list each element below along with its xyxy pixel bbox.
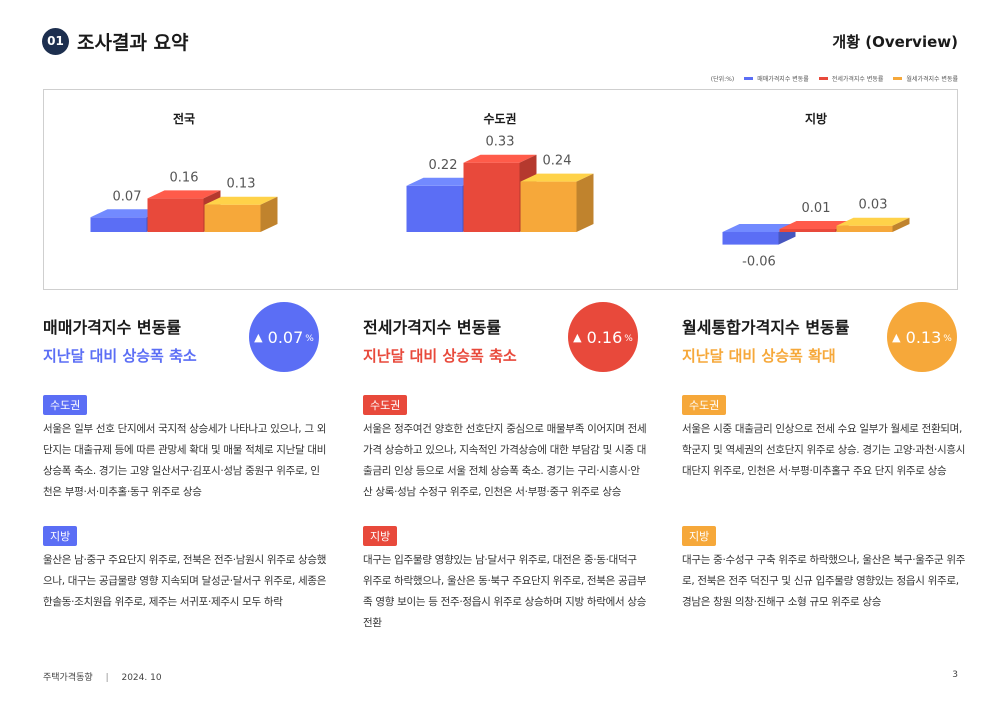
bar-top: [463, 154, 537, 163]
page-number: 3: [952, 670, 958, 680]
value-unit: %: [943, 334, 952, 344]
section-title: 조사결과 요약: [77, 32, 189, 54]
up-arrow-icon: ▲: [254, 330, 263, 344]
footer-separator: |: [105, 673, 109, 683]
block-text: 서울은 일부 선호 단지에서 국지적 상승세가 나타나고 있으나, 그 외 단지…: [43, 423, 327, 498]
footer-date: 2024. 10: [121, 673, 162, 683]
block-text: 대구는 중·수성구 구축 위주로 하락했으나, 울산은 북구·울주군 위주로, …: [682, 554, 966, 608]
chart-container: 전국 수도권 지방 0.07 0.16 0.13 0.22 0.33 0.24 -0.06 0.01…: [43, 89, 958, 290]
region-tag: 수도권: [43, 395, 88, 415]
category-label: 수도권: [483, 112, 516, 126]
value-unit: %: [305, 334, 314, 344]
block-text: 서울은 정주여건 양호한 선호단지 중심으로 매물부족 이어지며 전세가격 상승…: [363, 423, 647, 498]
bar-side: [260, 196, 278, 232]
bar-top: [147, 190, 221, 199]
bar-front: [520, 181, 577, 232]
column-subtitle: 지난달 대비 상승폭 축소: [363, 347, 517, 365]
footer-publication: 주택가격동향: [43, 673, 93, 683]
legend-swatch-monthly: [893, 77, 903, 80]
column-title: 월세통합가격지수 변동률: [682, 318, 850, 337]
value-number: 0.16: [586, 327, 623, 347]
bar-top: [520, 173, 594, 182]
bar-value-label: 0.22: [429, 158, 458, 173]
legend-label-monthly: 월세가격지수 변동률: [906, 76, 958, 83]
column-jeonse: 전세가격지수 변동률 지난달 대비 상승폭 축소 ▲ 0.16 % 수도권 서울…: [363, 300, 653, 629]
bar-value-label: 0.01: [802, 201, 831, 216]
region-tag: 지방: [43, 526, 78, 546]
bar-top: [406, 177, 480, 186]
bar-top: [722, 224, 796, 232]
legend-label-sale: 매매가격지수 변동률: [757, 76, 809, 83]
bar: [520, 173, 594, 232]
column-title: 전세가격지수 변동률: [363, 318, 502, 337]
bar-value-label: 0.03: [859, 198, 888, 213]
block-local: 지방 대구는 입주물량 영향있는 남·달서구 위주로, 대전은 중·동·대덕구 …: [363, 525, 648, 634]
value-circle: ▲ 0.16 %: [568, 302, 638, 372]
value-unit: %: [624, 334, 633, 344]
bar-front: [779, 229, 836, 232]
column-subtitle: 지난달 대비 상승폭 확대: [682, 347, 836, 365]
column-title: 매매가격지수 변동률: [43, 318, 182, 337]
column-sale: 매매가격지수 변동률 지난달 대비 상승폭 축소 ▲ 0.07 % 수도권 서울…: [43, 300, 333, 608]
legend-label-jeonse: 전세가격지수 변동률: [831, 76, 884, 83]
value-circle: ▲ 0.07 %: [249, 302, 319, 372]
bar-value-label: 0.16: [170, 170, 199, 185]
bar-front: [722, 232, 779, 245]
bar-front: [204, 204, 261, 232]
region-tag: 수도권: [363, 395, 408, 415]
region-tag: 수도권: [682, 395, 727, 415]
bar-value-label: 0.07: [113, 189, 142, 204]
legend-swatch-jeonse: [818, 77, 828, 80]
block-text: 서울은 시중 대출금리 인상으로 전세 수요 일부가 월세로 전환되며, 학군지…: [682, 423, 966, 477]
bar-value-label: 0.13: [227, 177, 256, 192]
block-capital: 수도권 서울은 일부 선호 단지에서 국지적 상승세가 나타나고 있으나, 그 …: [43, 394, 328, 503]
up-arrow-icon: ▲: [892, 330, 901, 344]
legend-item-jeonse: 전세가격지수 변동률: [818, 74, 884, 83]
bar: [204, 196, 278, 232]
bar-side: [576, 173, 594, 232]
value-number: 0.07: [267, 327, 304, 347]
bar-front: [406, 185, 463, 232]
bar-value-label: 0.33: [486, 135, 515, 150]
legend-swatch-sale: [744, 77, 754, 80]
value-circle: ▲ 0.13 %: [887, 302, 957, 372]
bar-top: [90, 209, 164, 218]
bar-value-label: 0.24: [543, 154, 572, 169]
section-number-badge: 01: [42, 28, 69, 55]
up-arrow-icon: ▲: [573, 330, 582, 344]
block-text: 대구는 입주물량 영향있는 남·달서구 위주로, 대전은 중·동·대덕구 위주로…: [363, 554, 647, 629]
chart-legend: (단위:%) 매매가격지수 변동률 전세가격지수 변동률 월세가격지수 변동률: [711, 74, 958, 83]
bar-top: [779, 221, 853, 229]
legend-unit: (단위:%): [710, 76, 735, 83]
page-header: 01 조사결과 요약 개황 (Overview): [42, 27, 958, 57]
value-number: 0.13: [905, 327, 942, 347]
column-subtitle: 지난달 대비 상승폭 축소: [43, 347, 197, 365]
region-tag: 지방: [363, 526, 398, 546]
bar-side: [892, 217, 910, 232]
block-text: 울산은 남·중구 주요단지 위주로, 전북은 전주·남원시 위주로 상승했으나,…: [43, 554, 327, 608]
region-tag: 지방: [682, 526, 717, 546]
legend-item-sale: 매매가격지수 변동률: [744, 74, 809, 83]
bar-top: [836, 217, 910, 226]
bar-top: [204, 196, 278, 205]
bar: [836, 217, 910, 232]
column-monthly: 월세통합가격지수 변동률 지난달 대비 상승폭 확대 ▲ 0.13 % 수도권 …: [682, 300, 972, 608]
block-local: 지방 대구는 중·수성구 구축 위주로 하락했으나, 울산은 북구·울주군 위주…: [682, 525, 967, 613]
block-capital: 수도권 서울은 정주여건 양호한 선호단지 중심으로 매물부족 이어지며 전세가…: [363, 394, 648, 503]
legend-item-monthly: 월세가격지수 변동률: [893, 74, 958, 83]
bar-front: [836, 225, 893, 232]
bar-front: [147, 198, 204, 232]
bar-value-label: -0.06: [742, 255, 776, 270]
page-footer: 주택가격동향 | 2024. 10: [43, 670, 162, 683]
bar-front: [463, 162, 520, 232]
block-capital: 수도권 서울은 시중 대출금리 인상으로 전세 수요 일부가 월세로 전환되며,…: [682, 394, 967, 482]
block-local: 지방 울산은 남·중구 주요단지 위주로, 전북은 전주·남원시 위주로 상승했…: [43, 525, 328, 613]
category-label: 지방: [805, 111, 827, 126]
bar-chart: 전국 수도권 지방 0.07 0.16 0.13 0.22 0.33 0.24 -0.06 0.01…: [90, 111, 910, 270]
category-label: 전국: [173, 111, 195, 126]
bar-front: [90, 217, 147, 232]
overview-label: 개황 (Overview): [832, 33, 958, 51]
